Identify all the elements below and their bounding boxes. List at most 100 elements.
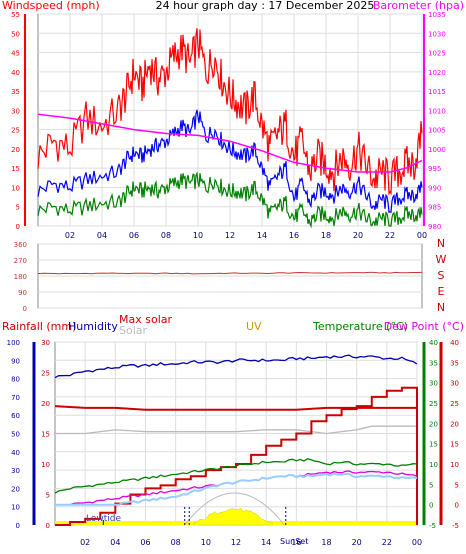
wind-x-axis: 02 04 06 08 10 12 14 16 18 20 22 00 (65, 231, 427, 240)
barometer-axis-label: Barometer (hpa) (373, 0, 464, 12)
series-humidity (54, 354, 418, 379)
baro-y-tick: 1010 (428, 107, 446, 115)
baro-y-tick: 1015 (428, 88, 446, 96)
temp-y-tick: 0 (429, 502, 433, 510)
temp-y-tick: -5 (429, 522, 436, 530)
direction-axis: 0 90 180 270 360 (14, 241, 27, 313)
wind-x-tick: 10 (193, 231, 203, 240)
dew-y-tick: 5 (455, 481, 459, 489)
climate-series (54, 354, 418, 526)
climate-x-tick: 04 (110, 538, 120, 547)
direction-y-tick: 360 (14, 241, 27, 249)
series-feels_like (55, 472, 418, 506)
dew-y-tick: -5 (452, 522, 459, 530)
wind-y-tick: 10 (11, 184, 20, 192)
wind-y-tick: 20 (11, 146, 20, 154)
legend-humidity: Humidity (68, 320, 118, 333)
legend-uv: UV (246, 320, 262, 333)
climate-x-tick: 00 (412, 538, 422, 547)
dew-y-tick: 35 (450, 359, 459, 367)
temp-y-tick: 20 (429, 420, 438, 428)
humidity-y-tick: 40 (11, 449, 20, 457)
legend-max-solar: Max solar (119, 313, 172, 326)
direction-y-tick: 0 (23, 305, 27, 313)
baro-y-tick: 1025 (428, 50, 446, 58)
windspeed-axis-label: Windspeed (mph) (2, 0, 100, 12)
wind-y-tick: 45 (11, 50, 20, 58)
humidity-y-tick: 50 (11, 431, 20, 439)
humidity-y-tick: 0 (16, 522, 20, 530)
direction-y-tick: 180 (14, 273, 27, 281)
baro-y-tick: 995 (428, 165, 441, 173)
wind-x-tick: 00 (417, 231, 427, 240)
humidity-y-tick: 80 (11, 376, 20, 384)
climate-x-tick: 22 (382, 538, 392, 547)
wind-y-tick: 0 (16, 223, 20, 231)
wind-series (37, 28, 423, 229)
baro-right-axis: 980 985 990 995 1000 1005 1010 1015 1020 1025 1030… (423, 11, 446, 231)
rain-y-tick: 10 (41, 461, 50, 469)
rain-y-tick: 5 (46, 492, 50, 500)
climate-x-tick: 16 (291, 538, 301, 547)
climate-x-tick: 08 (171, 538, 181, 547)
wind-x-tick: 08 (161, 231, 171, 240)
series-wind_low (37, 171, 423, 229)
series-max_solar (54, 405, 418, 525)
wind-y-tick: 40 (11, 69, 20, 77)
temp-y-tick: 40 (429, 339, 438, 347)
sun-area (55, 492, 417, 526)
humidity-y-tick: 60 (11, 412, 20, 420)
rain-y-tick: 25 (41, 370, 50, 378)
wind-y-tick: 50 (11, 30, 20, 38)
lowtide-label: Lowtide (86, 514, 121, 524)
series-wind_avg (37, 109, 423, 213)
climate-x-tick: 18 (321, 538, 331, 547)
solar-fill (193, 507, 273, 526)
temp-y-tick: 5 (429, 481, 433, 489)
wind-left-axis: 0 5 10 15 20 25 30 35 40 45 50 55 (11, 11, 26, 231)
wind-x-tick: 02 (65, 231, 75, 240)
direction-y-tick: 90 (18, 289, 27, 297)
series-temperature (54, 457, 418, 494)
dew-y-tick: 30 (450, 380, 459, 388)
wind-x-tick: 12 (225, 231, 235, 240)
wind-y-tick: 55 (11, 11, 20, 19)
wind-y-tick: 25 (11, 127, 20, 135)
dew-y-tick: 10 (450, 461, 459, 469)
humidity-y-tick: 10 (11, 504, 20, 512)
baro-y-tick: 1000 (428, 146, 446, 154)
wind-y-tick: 15 (11, 165, 20, 173)
wind-x-tick: 22 (385, 231, 395, 240)
wind-x-tick: 20 (353, 231, 363, 240)
baro-y-tick: 990 (428, 184, 441, 192)
humidity-y-tick: 30 (11, 467, 20, 475)
temp-y-tick: 10 (429, 461, 438, 469)
climate-x-tick: 20 (352, 538, 362, 547)
wind-y-tick: 5 (16, 204, 20, 212)
wind-x-tick: 04 (97, 231, 107, 240)
climate-x-tick: 10 (201, 538, 211, 547)
direction-y-tick: 270 (14, 257, 27, 265)
temp-y-tick: 15 (429, 441, 438, 449)
legend-rainfall: Rainfall (mm) (2, 320, 76, 333)
wind-x-tick: 18 (321, 231, 331, 240)
climate-x-tick: 02 (80, 538, 90, 547)
compass-label: S (438, 269, 445, 282)
climate-x-tick: 12 (231, 538, 241, 547)
compass-label: N (437, 237, 445, 250)
baro-y-tick: 1035 (428, 11, 446, 19)
rain-y-tick: 30 (41, 339, 50, 347)
baro-y-tick: 1005 (428, 127, 446, 135)
series-wind_gust (37, 28, 423, 196)
climate-x-tick: 14 (261, 538, 271, 547)
humidity-y-tick: 100 (7, 339, 20, 347)
wind-y-tick: 30 (11, 107, 20, 115)
baro-y-tick: 980 (428, 223, 441, 231)
legend-solar: Solar (119, 324, 148, 337)
rain-y-tick: 20 (41, 400, 50, 408)
temp-y-tick: 35 (429, 359, 438, 367)
compass-label: N (437, 301, 445, 314)
rain-y-tick: 15 (41, 431, 50, 439)
wind-x-tick: 14 (257, 231, 267, 240)
